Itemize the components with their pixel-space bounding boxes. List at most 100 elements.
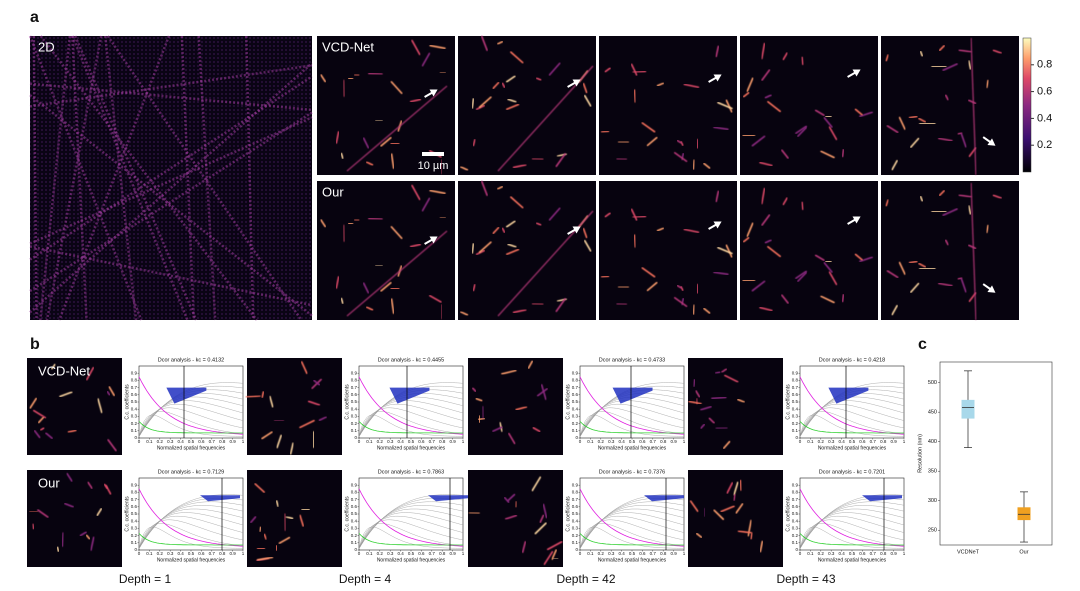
micro-image <box>688 470 783 567</box>
x-tick-label: 0.4 <box>838 439 845 444</box>
decorr-curve <box>358 508 464 549</box>
x-tick-label: 0.4 <box>177 551 184 556</box>
y-tick-label: 0.3 <box>351 526 358 531</box>
filament <box>320 74 327 83</box>
filament <box>750 532 753 540</box>
filament <box>492 226 500 235</box>
decorr-curve <box>358 501 464 549</box>
x-tick-label: 0.2 <box>598 439 605 444</box>
filament <box>61 532 65 547</box>
filament <box>506 103 520 111</box>
y-tick-label: 0.3 <box>792 526 799 531</box>
x-tick-label: 0.6 <box>418 439 425 444</box>
filament <box>683 228 700 234</box>
filament <box>346 85 448 172</box>
filament <box>696 283 699 294</box>
filament <box>944 94 949 101</box>
filament <box>368 72 383 75</box>
arrow-head <box>429 89 438 97</box>
y-tick-label: 0.4 <box>792 406 799 411</box>
filament <box>535 77 542 81</box>
filament <box>583 94 592 107</box>
x-tick-label: 0.6 <box>639 551 646 556</box>
filament <box>29 397 38 409</box>
row-label: Our <box>38 475 60 490</box>
filament <box>103 483 109 490</box>
filament <box>472 283 476 292</box>
row-label: VCD-Net <box>38 363 90 378</box>
filament <box>532 426 541 433</box>
x-tick-label: 0.9 <box>890 551 897 556</box>
decorr-curve <box>358 494 464 549</box>
y-tick-label: 0.4 <box>572 518 579 523</box>
filament <box>761 69 771 81</box>
panel-label: c <box>918 336 927 353</box>
filament <box>760 187 766 205</box>
y-tick-label: 0.7 <box>131 497 138 502</box>
x-tick-label: 0.2 <box>598 551 605 556</box>
filament <box>459 166 469 171</box>
arrow <box>424 236 438 245</box>
filament <box>346 230 448 317</box>
filament <box>820 295 835 304</box>
x-tick-label: 0 <box>358 439 361 444</box>
x-tick-label: 0.5 <box>188 551 195 556</box>
filament <box>269 395 274 408</box>
y-tick-label: 0.9 <box>792 482 799 487</box>
filament <box>688 400 702 405</box>
y-tick-label: 0.8 <box>351 378 358 383</box>
filament <box>703 162 711 169</box>
filament <box>646 281 658 292</box>
filament <box>278 536 291 544</box>
filament <box>583 239 592 252</box>
x-tick-label: 0.8 <box>660 439 667 444</box>
filament <box>910 137 920 148</box>
x-tick-label: 0.5 <box>188 439 195 444</box>
filament <box>700 423 706 429</box>
filament <box>56 546 60 553</box>
x-tick-label: 0.8 <box>219 551 226 556</box>
filament <box>471 243 475 254</box>
y-tick-label: 0.2 <box>351 533 358 538</box>
filament <box>313 379 321 386</box>
filament <box>958 194 972 198</box>
filament <box>507 98 517 103</box>
filament <box>504 514 518 520</box>
decorr-curve <box>799 526 905 549</box>
x-tick-label: 0.1 <box>146 439 153 444</box>
filament <box>510 196 524 209</box>
filament <box>555 298 566 313</box>
filament <box>551 549 557 560</box>
filament <box>746 77 754 92</box>
filament <box>692 378 696 388</box>
filament <box>390 153 395 169</box>
filament <box>365 306 374 311</box>
chart-title: Dcor analysis - kc = 0.4132 <box>158 357 225 363</box>
filament <box>471 98 475 109</box>
depth-label: Depth = 43 <box>776 572 835 586</box>
y-tick-label: 0.7 <box>792 385 799 390</box>
y-tick-label: 0.1 <box>792 428 799 433</box>
filament <box>429 189 446 195</box>
filament <box>429 294 442 303</box>
y-tick-label: 0.9 <box>131 370 138 375</box>
y-tick-label: 0.8 <box>131 490 138 495</box>
filament <box>534 522 547 535</box>
y-tick-label: 0.1 <box>572 428 579 433</box>
filament <box>409 243 422 248</box>
filament <box>368 217 383 220</box>
image-bg <box>247 470 342 567</box>
filament <box>919 50 924 57</box>
filament <box>764 94 772 99</box>
filament <box>630 63 638 76</box>
filament <box>801 201 804 211</box>
filament <box>531 157 544 160</box>
filament <box>764 239 772 244</box>
filament <box>898 261 906 275</box>
y-tick-label: 0.6 <box>572 504 579 509</box>
filament <box>508 432 516 445</box>
y-tick-label: 0.2 <box>792 533 799 538</box>
decorr-curve <box>799 501 905 549</box>
micro-image <box>688 358 783 455</box>
filament <box>37 416 45 424</box>
